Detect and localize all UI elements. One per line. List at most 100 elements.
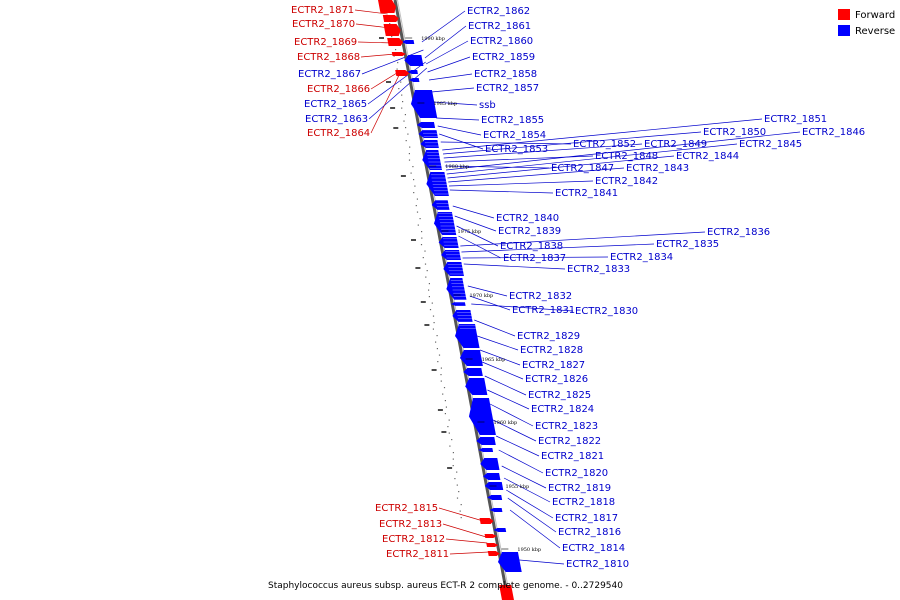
leader-line <box>456 225 499 247</box>
leader-line <box>442 118 763 151</box>
leader-line <box>370 71 399 90</box>
forward-gene <box>395 70 410 76</box>
skew-dot <box>431 302 433 304</box>
gene-label-reverse: ECTR2_1841 <box>555 188 618 199</box>
leader-line <box>495 435 540 457</box>
skew-dot <box>428 289 430 291</box>
reverse-gene <box>408 78 420 82</box>
gene-label-reverse: ECTR2_1810 <box>566 559 629 570</box>
skew-dot <box>410 172 412 174</box>
gene-label-reverse: ECTR2_1851 <box>764 114 827 125</box>
gene-label-reverse: ECTR2_1847 <box>551 163 614 174</box>
leader-line <box>487 389 530 410</box>
reverse-gene <box>465 378 488 395</box>
skew-dot <box>436 335 438 337</box>
reverse-gene <box>463 368 483 376</box>
gene-label-forward: ECTR2_1870 <box>292 19 355 30</box>
forward-gene <box>391 52 406 56</box>
leader-line <box>357 41 394 44</box>
leader-line <box>507 497 557 533</box>
leader-line <box>503 477 551 503</box>
reverse-gene <box>410 90 438 118</box>
leader-line <box>431 87 475 93</box>
skew-dot <box>413 192 415 194</box>
gene-label-reverse: ECTR2_1844 <box>676 151 739 162</box>
kbp-tick: 1965 kbp <box>482 357 506 363</box>
leader-line <box>482 361 524 380</box>
leader-line <box>462 256 609 259</box>
forward-gene <box>499 585 514 600</box>
skew-dot <box>428 296 430 298</box>
kbp-tick: 1990 kbp <box>421 36 445 42</box>
skew-dot <box>433 322 435 324</box>
skew-dot <box>393 55 395 57</box>
reverse-gene <box>478 448 494 452</box>
reverse-gene <box>476 437 496 445</box>
gene-label-reverse: ECTR2_1824 <box>531 404 594 415</box>
gene-label-forward: ECTR2_1868 <box>297 52 360 63</box>
leader-line <box>509 509 561 549</box>
gene-label-reverse: ECTR2_1831 <box>512 305 575 316</box>
skew-dot <box>421 231 423 233</box>
skew-dot <box>408 153 410 155</box>
leader-line <box>445 165 550 169</box>
leader-line <box>519 559 565 565</box>
gene-label-forward: ECTR2_1871 <box>291 5 354 16</box>
gene-label-reverse: ECTR2_1832 <box>509 291 572 302</box>
gc-skew-dots <box>389 10 462 519</box>
gene-label-reverse: ECTR2_1852 <box>573 139 636 150</box>
leader-line <box>449 189 554 194</box>
gene-label-reverse: ECTR2_1837 <box>503 253 566 264</box>
skew-dot <box>448 419 450 421</box>
skew-dot <box>405 127 407 129</box>
skew-dot <box>396 68 398 70</box>
gene-label-reverse: ECTR2_1845 <box>739 139 802 150</box>
gene-label-reverse: ECTR2_1840 <box>496 213 559 224</box>
gene-label-reverse: ECTR2_1822 <box>538 436 601 447</box>
reverse-gene <box>487 495 503 500</box>
leader-line <box>445 538 488 544</box>
skew-dot <box>459 510 461 512</box>
label-leader-lines <box>354 9 801 565</box>
legend-forward-swatch <box>838 9 850 20</box>
reverse-gene <box>468 398 496 435</box>
legend-forward-label: Forward <box>855 10 895 21</box>
gene-label-reverse: ECTR2_1857 <box>476 83 539 94</box>
gene-label-reverse: ECTR2_1859 <box>472 52 535 63</box>
forward-gene <box>382 15 399 22</box>
kbp-tick: 1960 kbp <box>494 420 518 426</box>
gene-label-reverse: ECTR2_1855 <box>481 115 544 126</box>
leader-line <box>498 449 544 474</box>
gene-label-reverse: ECTR2_1838 <box>500 241 563 252</box>
gene-label-reverse: ECTR2_1842 <box>595 176 658 187</box>
leader-line <box>425 40 469 65</box>
skew-dot <box>408 159 411 161</box>
skew-dot <box>448 432 450 434</box>
skew-dot <box>417 224 419 226</box>
leader-line <box>367 61 426 105</box>
skew-dot <box>407 133 409 135</box>
skew-dot <box>409 146 411 148</box>
leader-line <box>469 295 511 311</box>
leader-line <box>474 319 516 337</box>
leader-line <box>479 349 521 366</box>
skew-dot <box>447 426 449 428</box>
gene-label-reverse: ECTR2_1836 <box>707 227 770 238</box>
skew-dot <box>425 276 427 278</box>
gene-label-reverse: ECTR2_1835 <box>656 239 719 250</box>
leader-line <box>354 9 388 15</box>
leader-line <box>458 235 502 259</box>
gene-label-reverse: ECTR2_1843 <box>626 163 689 174</box>
gene-label-reverse: ECTR2_1853 <box>485 144 548 155</box>
skew-dot <box>419 218 421 220</box>
skew-dot <box>424 250 426 252</box>
skew-dot <box>435 341 437 343</box>
reverse-gene <box>443 262 464 276</box>
gene-label-reverse: ECTR2_1850 <box>703 127 766 138</box>
leader-line <box>471 303 574 312</box>
gene-label-forward: ECTR2_1813 <box>379 519 442 530</box>
gene-label-reverse: ECTR2_1834 <box>610 252 673 263</box>
leader-line <box>446 143 738 175</box>
skew-dot <box>415 205 417 207</box>
reverse-gene <box>480 458 500 470</box>
